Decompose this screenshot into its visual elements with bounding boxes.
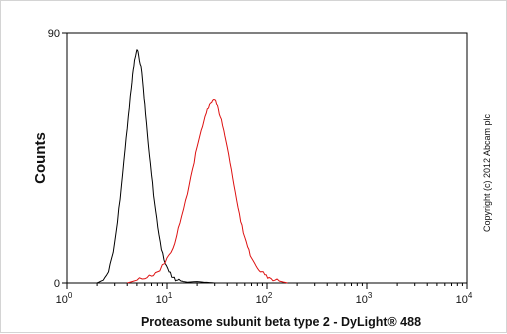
histogram-series-2 [127,99,288,284]
y-axis-label: Counts [32,132,49,184]
x-tick-label: 103 [356,291,373,306]
copyright-notice: Copyright (c) 2012 Abcam plc [482,113,492,232]
x-tick-label: 102 [256,291,273,306]
x-tick-label: 101 [156,291,173,306]
histogram-series-1 [96,49,215,284]
x-tick-label: 104 [456,291,473,306]
x-axis-label: Proteasome subunit beta type 2 - DyLight… [141,315,421,329]
plot-area-border [66,32,468,284]
y-tick-label: 90 [48,28,60,40]
y-tick-label: 0 [54,278,60,290]
x-tick-label: 100 [56,291,73,306]
